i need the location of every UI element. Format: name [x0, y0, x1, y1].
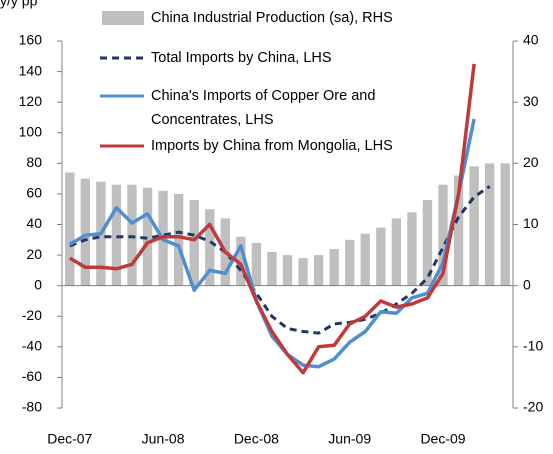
bar [65, 172, 75, 286]
bar [345, 239, 355, 286]
bar [189, 200, 199, 286]
y-tick-label: -20 [22, 307, 42, 323]
bar [80, 178, 90, 286]
y-axis-label: y/y pp [0, 0, 38, 9]
y-tick-label: 60 [26, 185, 42, 201]
y-tick-label: -60 [22, 368, 42, 384]
bar [469, 166, 479, 286]
bar [236, 236, 246, 286]
y-tick-label: 160 [19, 32, 43, 48]
y-tick-label: 120 [19, 93, 43, 109]
y2-tick-label: 30 [523, 93, 539, 109]
y2-tick-label: 20 [523, 154, 539, 170]
bar [485, 163, 495, 286]
legend-label: China's Imports of Copper Ore and Concen… [151, 88, 376, 128]
y-tick-label: 40 [26, 215, 42, 231]
bar [267, 252, 277, 286]
bar [422, 200, 433, 286]
bar [360, 233, 370, 286]
y-tick-label: 20 [26, 246, 42, 262]
y-tick-label: -80 [22, 399, 42, 415]
y-tick-label: 80 [26, 154, 42, 170]
bar [438, 184, 448, 286]
bar [407, 212, 417, 286]
x-tick-label: Jun-08 [142, 431, 185, 447]
line-series [68, 118, 476, 369]
x-tick-label: Jun-09 [328, 431, 371, 447]
bar [282, 255, 293, 286]
bar [298, 258, 308, 286]
bar [313, 255, 324, 286]
bar [376, 227, 386, 286]
bar [500, 163, 510, 286]
bar [142, 187, 153, 286]
legend-label: Total Imports by China, LHS [151, 50, 332, 66]
x-tick-label: Dec-07 [47, 431, 92, 447]
line-series [68, 63, 476, 375]
y-tick-label: 100 [19, 123, 43, 139]
y2-tick-label: 0 [523, 276, 531, 292]
x-tick-label: Dec-09 [420, 431, 465, 447]
bar [391, 218, 402, 286]
bar [173, 193, 184, 286]
y-tick-label: 140 [19, 62, 43, 78]
legend-label: Imports by China from Mongolia, LHS [151, 138, 393, 154]
y2-tick-label: 10 [523, 215, 539, 231]
legend-label: China Industrial Production (sa), RHS [151, 10, 393, 26]
x-tick-label: Dec-08 [234, 431, 279, 447]
y2-tick-label: -20 [523, 399, 543, 415]
y2-tick-label: -10 [523, 338, 543, 354]
y2-tick-label: 40 [523, 32, 539, 48]
bar [251, 242, 262, 286]
bar [205, 209, 215, 286]
y-tick-label: 0 [34, 276, 42, 292]
bar [329, 248, 339, 286]
bar [453, 175, 464, 286]
legend-swatch [102, 11, 144, 25]
y-tick-label: -40 [22, 338, 42, 354]
